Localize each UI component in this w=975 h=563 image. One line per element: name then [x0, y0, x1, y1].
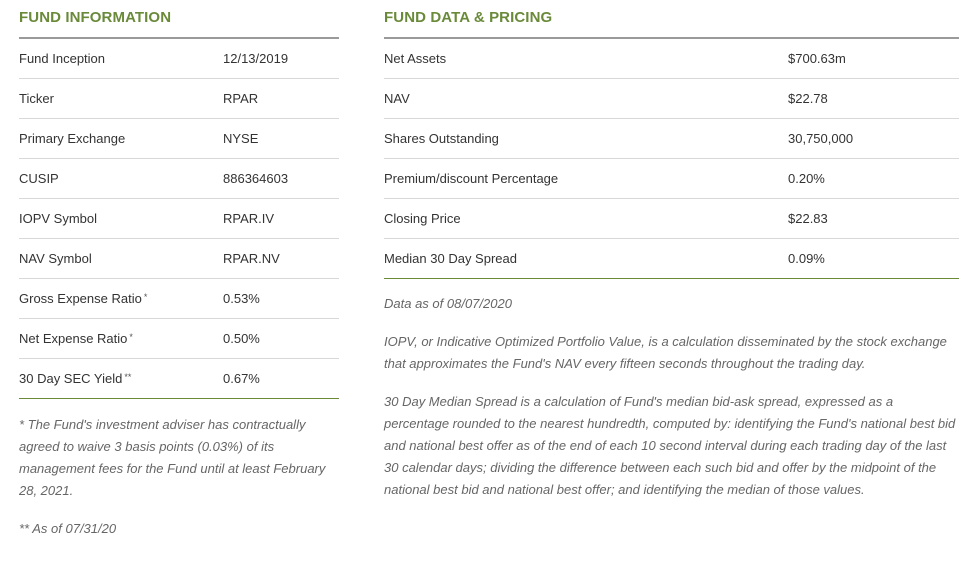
row-label: Fund Inception [19, 51, 106, 66]
footnote-mark: * [129, 332, 133, 342]
expense-footnote: * The Fund's investment adviser has cont… [19, 417, 326, 498]
row-value: $700.63m [788, 39, 959, 79]
fund-data-pricing-table: Net Assets $700.63m NAV $22.78 Shares Ou… [384, 39, 959, 279]
row-label: Shares Outstanding [384, 118, 788, 159]
fund-data-pricing-title: FUND DATA & PRICING [384, 0, 959, 39]
fund-data-pricing-section: FUND DATA & PRICING Net Assets $700.63m … [384, 0, 959, 501]
row-label: Premium/discount Percentage [384, 158, 788, 199]
table-row: Median 30 Day Spread 0.09% [384, 238, 959, 279]
table-row: NAV $22.78 [384, 78, 959, 119]
fund-data-pricing-notes: Data as of 08/07/2020 IOPV, or Indicativ… [384, 293, 959, 501]
row-label: Net Assets [384, 39, 788, 79]
fund-information-section: FUND INFORMATION Fund Inception 12/13/20… [19, 0, 339, 540]
table-row: Primary Exchange NYSE [19, 118, 339, 159]
footnote-mark: * [143, 292, 148, 302]
row-value: 0.09% [788, 238, 959, 279]
row-label: Gross Expense Ratio [19, 291, 142, 306]
data-as-of: Data as of 08/07/2020 [384, 296, 512, 311]
table-row: 30 Day SEC Yield ** 0.67% [19, 358, 339, 399]
fund-information-table: Fund Inception 12/13/2019 Ticker RPAR Pr… [19, 39, 339, 399]
table-row: Net Expense Ratio * 0.50% [19, 318, 339, 359]
row-value: 0.20% [788, 158, 959, 199]
table-row: NAV Symbol RPAR.NV [19, 238, 339, 279]
table-row: Fund Inception 12/13/2019 [19, 39, 339, 79]
row-label: Ticker [19, 91, 54, 106]
row-label: Primary Exchange [19, 131, 126, 146]
row-value: RPAR.IV [223, 198, 339, 239]
table-row: Shares Outstanding 30,750,000 [384, 118, 959, 159]
row-label: IOPV Symbol [19, 211, 98, 226]
row-value: 886364603 [223, 158, 339, 199]
sec-yield-footnote: ** As of 07/31/20 [19, 521, 117, 536]
row-value: $22.83 [788, 198, 959, 239]
row-label: NAV Symbol [19, 251, 92, 266]
row-value: RPAR.NV [223, 238, 339, 279]
row-value: RPAR [223, 78, 339, 119]
row-label: NAV [384, 78, 788, 119]
table-row: Premium/discount Percentage 0.20% [384, 158, 959, 199]
row-label: Median 30 Day Spread [384, 238, 788, 279]
table-row: Net Assets $700.63m [384, 39, 959, 79]
row-value: 0.53% [223, 278, 339, 319]
row-label: CUSIP [19, 171, 59, 186]
row-value: 30,750,000 [788, 118, 959, 159]
fund-information-footnotes: * The Fund's investment adviser has cont… [19, 414, 339, 540]
table-row: Ticker RPAR [19, 78, 339, 119]
table-row: Gross Expense Ratio * 0.53% [19, 278, 339, 319]
table-row: IOPV Symbol RPAR.IV [19, 198, 339, 239]
table-row: CUSIP 886364603 [19, 158, 339, 199]
row-value: 12/13/2019 [223, 39, 339, 79]
row-label: Net Expense Ratio [19, 331, 128, 346]
row-value: 0.50% [223, 318, 339, 359]
fund-information-title: FUND INFORMATION [19, 0, 339, 39]
row-label: Closing Price [384, 198, 788, 239]
table-row: Closing Price $22.83 [384, 198, 959, 239]
spread-note: 30 Day Median Spread is a calculation of… [384, 394, 956, 497]
footnote-mark: ** [124, 372, 132, 382]
row-label: 30 Day SEC Yield [19, 371, 123, 386]
iopv-note: IOPV, or Indicative Optimized Portfolio … [384, 334, 947, 371]
row-value: NYSE [223, 118, 339, 159]
row-value: $22.78 [788, 78, 959, 119]
row-value: 0.67% [223, 358, 339, 399]
